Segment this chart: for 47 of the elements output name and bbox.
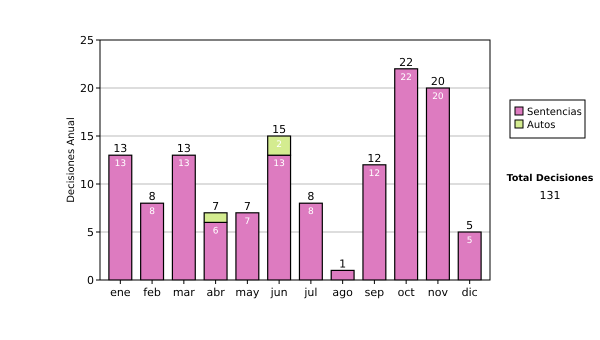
- x-tick-label: mar: [172, 286, 196, 299]
- x-tick-label: ene: [110, 286, 131, 299]
- total-label: 8: [148, 190, 156, 204]
- total-label: 20: [430, 75, 445, 88]
- legend-label: Autos: [527, 120, 556, 131]
- x-tick-label: abr: [206, 286, 226, 299]
- total-label: 7: [244, 200, 251, 213]
- total-label: 22: [399, 56, 414, 69]
- x-tick-label: nov: [428, 286, 449, 299]
- y-tick-label: 25: [80, 34, 94, 47]
- legend-label: Sentencias: [527, 107, 582, 118]
- data-label: 20: [432, 92, 444, 102]
- total-label: 8: [307, 190, 314, 204]
- y-axis-title: Decisiones Anual: [66, 117, 77, 203]
- total-label: 7: [212, 200, 220, 213]
- x-tick-label: jul: [303, 286, 318, 299]
- total-label: 13: [176, 142, 191, 156]
- total-label: 5: [466, 219, 474, 232]
- data-label: 8: [308, 207, 314, 218]
- y-tick-label: 10: [80, 178, 94, 191]
- data-label: 8: [149, 207, 156, 218]
- data-label: 13: [114, 159, 126, 170]
- data-label: 7: [244, 216, 250, 227]
- data-label: 2: [276, 140, 282, 150]
- y-tick-label: 15: [80, 130, 94, 143]
- total-label: 13: [113, 142, 128, 156]
- x-tick-label: may: [235, 286, 260, 299]
- x-tick-label: sep: [364, 286, 384, 299]
- data-label: 6: [212, 226, 219, 236]
- text: 131: [540, 189, 560, 202]
- x-tick-label: dic: [462, 286, 478, 299]
- data-label: 12: [368, 168, 380, 179]
- total-label: 12: [367, 152, 382, 165]
- y-tick-label: 5: [87, 226, 94, 239]
- data-label: 13: [178, 159, 190, 170]
- text: Total Decisiones: [506, 173, 594, 184]
- total-label: 15: [272, 123, 286, 136]
- x-tick-label: jun: [270, 286, 288, 299]
- data-label: 5: [466, 236, 473, 246]
- data-label: 13: [273, 159, 285, 170]
- data-label: 22: [400, 72, 412, 83]
- y-tick-label: 20: [80, 82, 94, 95]
- x-tick-label: ago: [332, 286, 354, 299]
- x-tick-label: feb: [143, 286, 161, 299]
- total-label: 1: [339, 257, 346, 270]
- y-tick-label: 0: [87, 274, 94, 287]
- x-tick-label: oct: [398, 286, 416, 299]
